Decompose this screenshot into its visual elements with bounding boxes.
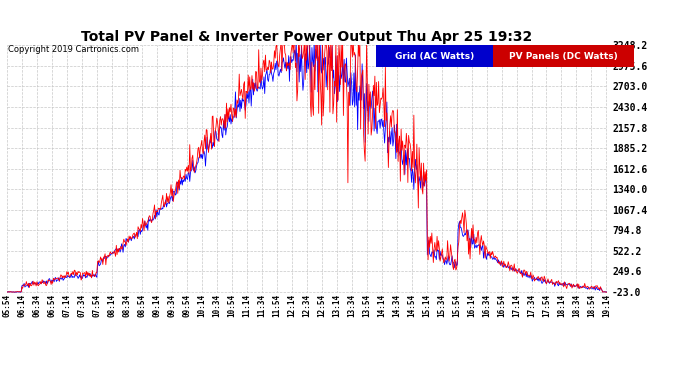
FancyBboxPatch shape: [376, 45, 493, 67]
Text: Grid (AC Watts): Grid (AC Watts): [395, 52, 474, 61]
Text: Copyright 2019 Cartronics.com: Copyright 2019 Cartronics.com: [8, 45, 139, 54]
Text: PV Panels (DC Watts): PV Panels (DC Watts): [509, 52, 618, 61]
FancyBboxPatch shape: [493, 45, 634, 67]
Title: Total PV Panel & Inverter Power Output Thu Apr 25 19:32: Total PV Panel & Inverter Power Output T…: [81, 30, 533, 44]
